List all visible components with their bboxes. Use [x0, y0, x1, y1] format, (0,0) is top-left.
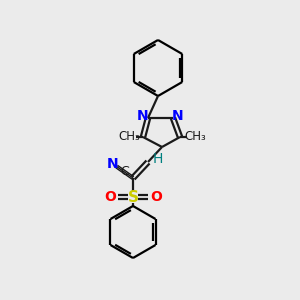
Text: C: C — [121, 165, 129, 178]
Text: N: N — [137, 109, 149, 123]
Text: O: O — [104, 190, 116, 204]
Text: S: S — [128, 190, 139, 205]
Text: N: N — [107, 157, 118, 170]
Text: O: O — [150, 190, 162, 204]
Text: CH₃: CH₃ — [118, 130, 140, 142]
Text: H: H — [153, 152, 163, 166]
Text: CH₃: CH₃ — [184, 130, 206, 142]
Text: N: N — [172, 109, 184, 123]
